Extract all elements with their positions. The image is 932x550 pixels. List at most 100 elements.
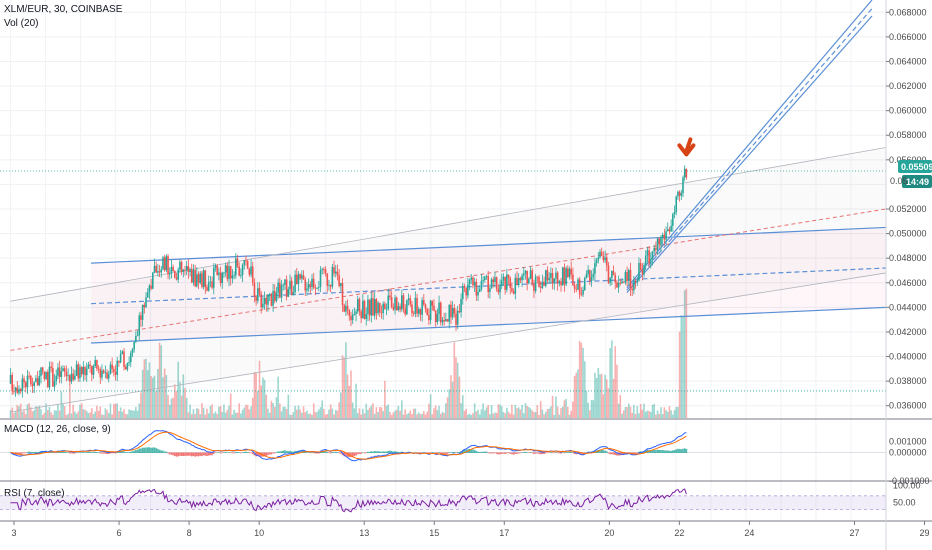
candle-body: [429, 300, 432, 321]
volume-bar: [340, 392, 342, 418]
volume-bar: [158, 342, 161, 418]
date-axis[interactable]: 3 6 8 10 13 15 17 20 22 24 27 29: [12, 521, 930, 538]
volume-bar: [560, 408, 562, 418]
candle-body: [351, 314, 354, 321]
macd-histogram-bar: [497, 452, 500, 455]
volume-bar: [113, 404, 115, 418]
candle-body: [63, 368, 66, 372]
macd-histogram-bar: [174, 452, 176, 457]
macd-histogram-bar: [221, 452, 224, 454]
candle-body: [345, 305, 347, 312]
macd-histogram-bar: [85, 452, 88, 453]
macd-histogram-bar: [238, 452, 240, 453]
volume-bar: [185, 397, 188, 418]
candle-body: [668, 229, 671, 232]
macd-histogram-bar: [367, 451, 369, 453]
macd-histogram-bar: [375, 451, 378, 453]
macd-histogram-bar: [314, 452, 317, 454]
macd-histogram-bar: [229, 452, 232, 454]
price-tick-label: 0.038000: [889, 376, 927, 386]
volume-bar: [224, 412, 227, 418]
volume-bar: [334, 409, 337, 418]
candle-body: [75, 364, 78, 376]
volume-bar: [600, 373, 603, 418]
candle-body: [497, 288, 500, 293]
volume-bar: [207, 413, 210, 418]
macd-histogram-bar: [306, 452, 308, 453]
candle-body: [536, 276, 539, 278]
macd-histogram-bar: [197, 452, 200, 457]
price-tick-label: 0.056000: [889, 155, 927, 165]
candle-body: [583, 278, 586, 290]
macd-histogram-bar: [241, 452, 244, 453]
volume-bar: [289, 414, 291, 418]
macd-histogram-bar: [429, 452, 432, 454]
volume-bar: [387, 404, 390, 418]
volume-bar: [79, 404, 81, 418]
macd-histogram-bar: [470, 448, 473, 453]
candle-body: [648, 250, 650, 264]
candle-body: [633, 281, 635, 291]
volume-bar: [534, 412, 537, 418]
candle-body: [212, 267, 215, 288]
rsi-line: [10, 488, 687, 513]
volume-bar: [358, 408, 361, 418]
volume-bar: [26, 404, 29, 418]
volume-bar: [218, 406, 220, 418]
volume-bar: [380, 407, 383, 418]
macd-histogram-bar: [284, 450, 286, 453]
macd-histogram-bar: [546, 452, 549, 454]
macd-histogram-bar: [541, 452, 544, 454]
volume-bar: [30, 407, 32, 418]
candle-body: [314, 287, 317, 289]
candle-body: [162, 257, 164, 270]
macd-histogram-bar: [658, 449, 661, 453]
candle-body: [531, 270, 534, 285]
volume-bar: [482, 403, 484, 418]
candle-body: [150, 285, 152, 289]
volume-bar: [682, 315, 684, 418]
volume-bar: [102, 414, 105, 418]
macd-histogram-bar: [285, 451, 288, 453]
trend-lines[interactable]: [0, 0, 887, 413]
volume-bar: [189, 404, 191, 418]
candle-body: [79, 367, 81, 379]
volume-bar: [284, 406, 286, 418]
candle-body: [302, 275, 305, 280]
macd-histogram-bar: [522, 452, 525, 453]
volume-bar: [423, 411, 425, 418]
macd-histogram-bar: [165, 451, 168, 453]
volume-bar: [318, 409, 320, 418]
candle-body: [189, 269, 191, 272]
candle-body: [373, 299, 376, 316]
candle-body: [19, 389, 22, 391]
macd-histogram-bar: [434, 452, 437, 454]
price-axis[interactable]: 0.036000 0.038000 0.040000 0.042000 0.044000…: [886, 7, 930, 508]
candle-body: [65, 371, 68, 377]
red-arrow-marker[interactable]: [677, 137, 696, 157]
candle-body: [478, 288, 481, 292]
candle-body: [155, 265, 157, 273]
volume-bar: [321, 400, 323, 418]
volume-bar: [646, 410, 649, 418]
candle-body: [26, 375, 29, 388]
volume-bar: [660, 407, 662, 418]
candle-body: [458, 310, 461, 313]
volume-bar: [485, 407, 488, 418]
candle-body: [519, 278, 522, 281]
rsi-tick-label: 100.00: [893, 480, 921, 490]
volume-bar: [124, 413, 127, 418]
macd-histogram-bar: [309, 452, 312, 454]
candle-body: [411, 304, 413, 313]
volume-bar: [229, 393, 232, 418]
volume-bar: [52, 414, 54, 418]
macd-histogram-bar: [550, 452, 552, 453]
macd-histogram-bar: [656, 449, 659, 453]
macd-histogram-bar: [675, 449, 678, 453]
volume-bar: [92, 414, 95, 418]
macd-histogram-bar: [517, 452, 520, 454]
macd-histogram-bar: [543, 452, 545, 455]
candle-body: [229, 266, 232, 279]
